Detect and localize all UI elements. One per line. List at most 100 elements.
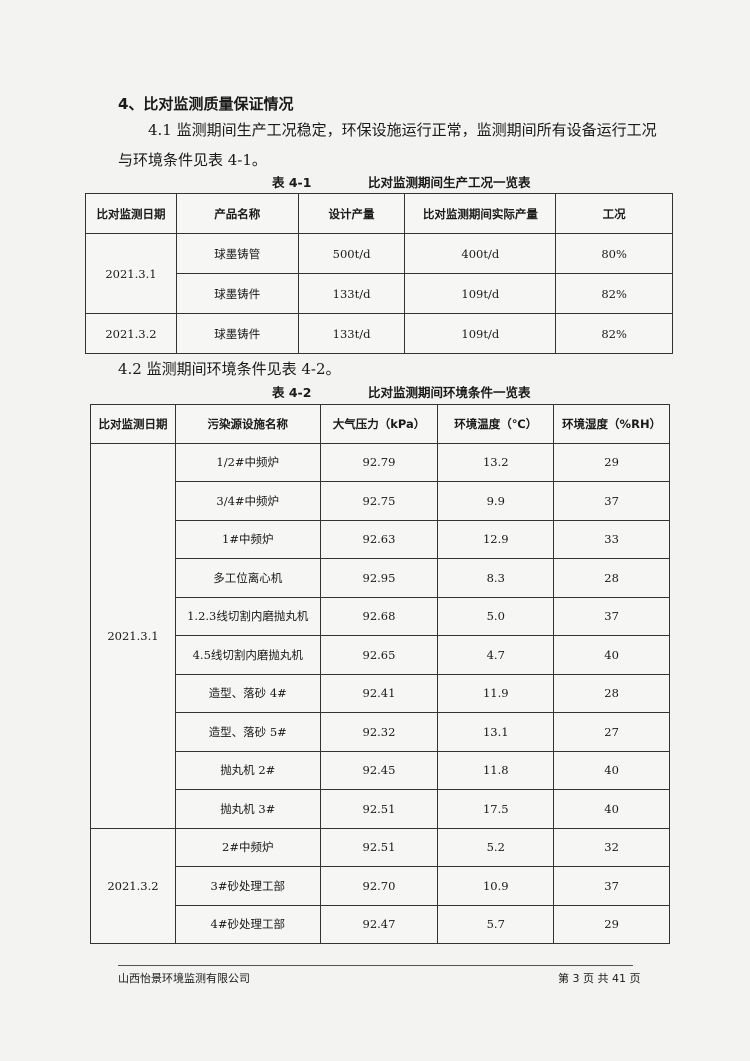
cell-temperature: 5.0 <box>437 596 555 636</box>
cell-temperature: 13.2 <box>437 442 555 482</box>
cell-humidity: 32 <box>553 827 670 867</box>
cell-humidity: 40 <box>553 789 670 829</box>
cell-humidity: 33 <box>553 519 670 559</box>
cell-temperature: 13.1 <box>437 712 555 752</box>
cell-pressure: 92.47 <box>319 904 439 944</box>
cell-pressure: 92.68 <box>319 596 439 636</box>
table-row: 2021.3.1 1/2#中频炉 92.79 13.2 29 <box>90 442 670 829</box>
header-pressure: 大气压力（kPa） <box>319 404 439 444</box>
table2-caption-number: 表 4-2 <box>272 385 312 400</box>
cell-facility: 1/2#中频炉 <box>174 442 321 482</box>
cell-temperature: 9.9 <box>437 481 555 521</box>
cell-facility: 2#中频炉 <box>174 827 321 867</box>
cell-pressure: 92.45 <box>319 750 439 790</box>
paragraph-4-1-line1: 4.1 监测期间生产工况稳定，环保设施运行正常，监测期间所有设备运行工况 <box>148 121 657 139</box>
cell-actual: 109t/d <box>404 273 557 314</box>
cell-facility: 4.5线切割内磨抛丸机 <box>174 635 321 675</box>
table-production-conditions: 比对监测日期 产品名称 设计产量 比对监测期间实际产量 工况 2021.3.1 … <box>85 193 673 354</box>
cell-pressure: 92.63 <box>319 519 439 559</box>
header-facility: 污染源设施名称 <box>174 404 321 444</box>
table2-caption-title: 比对监测期间环境条件一览表 <box>368 385 531 400</box>
cell-pressure: 92.95 <box>319 558 439 598</box>
table-row: 4#砂处理工部 92.47 5.7 29 <box>91 904 670 944</box>
cell-pressure: 92.65 <box>319 635 439 675</box>
footer-divider <box>118 965 633 966</box>
table-header-row: 比对监测日期 产品名称 设计产量 比对监测期间实际产量 工况 <box>85 193 673 234</box>
cell-facility: 多工位离心机 <box>174 558 321 598</box>
cell-temperature: 4.7 <box>437 635 555 675</box>
table-row: 多工位离心机 92.95 8.3 28 <box>91 558 670 598</box>
cell-temperature: 17.5 <box>437 789 555 829</box>
header-date: 比对监测日期 <box>85 193 177 234</box>
cell-facility: 3/4#中频炉 <box>174 481 321 521</box>
cell-humidity: 28 <box>553 558 670 598</box>
cell-date: 2021.3.1 <box>90 442 176 829</box>
cell-humidity: 40 <box>553 635 670 675</box>
cell-humidity: 29 <box>553 442 670 482</box>
table-environment-conditions: 比对监测日期 污染源设施名称 大气压力（kPa） 环境温度（℃） 环境湿度（%R… <box>90 404 670 944</box>
cell-facility: 4#砂处理工部 <box>174 904 321 944</box>
cell-temperature: 10.9 <box>437 866 555 906</box>
cell-humidity: 27 <box>553 712 670 752</box>
table1-caption-number: 表 4-1 <box>272 175 312 190</box>
cell-load: 80% <box>555 233 673 274</box>
table-row: 2021.3.1 球墨铸管 500t/d 400t/d 80% <box>85 233 673 314</box>
cell-humidity: 29 <box>553 904 670 944</box>
header-temperature: 环境温度（℃） <box>437 404 555 444</box>
cell-pressure: 92.79 <box>319 442 439 482</box>
table-row: 2021.3.2 球墨铸件 133t/d 109t/d 82% <box>85 313 673 354</box>
table-row: 3#砂处理工部 92.70 10.9 37 <box>91 866 670 906</box>
cell-facility: 1#中频炉 <box>174 519 321 559</box>
table-row: 3/4#中频炉 92.75 9.9 37 <box>91 481 670 521</box>
cell-temperature: 12.9 <box>437 519 555 559</box>
cell-pressure: 92.41 <box>319 673 439 713</box>
table-row: 2021.3.2 2#中频炉 92.51 5.2 32 <box>90 827 670 944</box>
table-row: 抛丸机 3# 92.51 17.5 40 <box>91 789 670 829</box>
cell-date: 2021.3.2 <box>85 313 177 354</box>
cell-date: 2021.3.2 <box>90 827 176 944</box>
cell-design: 500t/d <box>297 233 406 274</box>
table-row: 球墨铸件 133t/d 109t/d 82% <box>86 273 673 314</box>
cell-product: 球墨铸件 <box>175 273 299 314</box>
table-row: 1#中频炉 92.63 12.9 33 <box>91 519 670 559</box>
cell-product: 球墨铸件 <box>175 313 299 354</box>
cell-actual: 109t/d <box>404 313 557 354</box>
cell-pressure: 92.75 <box>319 481 439 521</box>
paragraph-4-1-line2: 与环境条件见表 4-1。 <box>118 151 267 169</box>
cell-humidity: 37 <box>553 866 670 906</box>
table-header-row: 比对监测日期 污染源设施名称 大气压力（kPa） 环境温度（℃） 环境湿度（%R… <box>90 404 670 444</box>
table-row: 造型、落砂 4# 92.41 11.9 28 <box>91 673 670 713</box>
cell-design: 133t/d <box>297 313 406 354</box>
header-date: 比对监测日期 <box>90 404 176 444</box>
table-row: 1.2.3线切割内磨抛丸机 92.68 5.0 37 <box>91 596 670 636</box>
header-product: 产品名称 <box>175 193 299 234</box>
footer-page-number: 第 3 页 共 41 页 <box>558 972 641 985</box>
cell-actual: 400t/d <box>404 233 557 274</box>
header-design-output: 设计产量 <box>297 193 406 234</box>
cell-facility: 造型、落砂 4# <box>174 673 321 713</box>
table1-caption-title: 比对监测期间生产工况一览表 <box>368 175 531 190</box>
cell-pressure: 92.51 <box>319 789 439 829</box>
cell-temperature: 8.3 <box>437 558 555 598</box>
cell-load: 82% <box>555 273 673 314</box>
header-humidity: 环境湿度（%RH） <box>553 404 670 444</box>
cell-temperature: 11.9 <box>437 673 555 713</box>
header-actual-output: 比对监测期间实际产量 <box>404 193 557 234</box>
cell-facility: 造型、落砂 5# <box>174 712 321 752</box>
cell-facility: 3#砂处理工部 <box>174 866 321 906</box>
cell-pressure: 92.70 <box>319 866 439 906</box>
cell-temperature: 11.8 <box>437 750 555 790</box>
header-load: 工况 <box>555 193 673 234</box>
cell-humidity: 40 <box>553 750 670 790</box>
footer-company: 山西怡景环境监测有限公司 <box>118 972 250 985</box>
paragraph-4-2: 4.2 监测期间环境条件见表 4-2。 <box>118 360 341 378</box>
cell-facility: 抛丸机 2# <box>174 750 321 790</box>
cell-temperature: 5.7 <box>437 904 555 944</box>
cell-product: 球墨铸管 <box>175 233 299 274</box>
section-title: 4、比对监测质量保证情况 <box>118 95 294 113</box>
cell-pressure: 92.51 <box>319 827 439 867</box>
cell-facility: 抛丸机 3# <box>174 789 321 829</box>
cell-load: 82% <box>555 313 673 354</box>
table-row: 抛丸机 2# 92.45 11.8 40 <box>91 750 670 790</box>
cell-facility: 1.2.3线切割内磨抛丸机 <box>174 596 321 636</box>
